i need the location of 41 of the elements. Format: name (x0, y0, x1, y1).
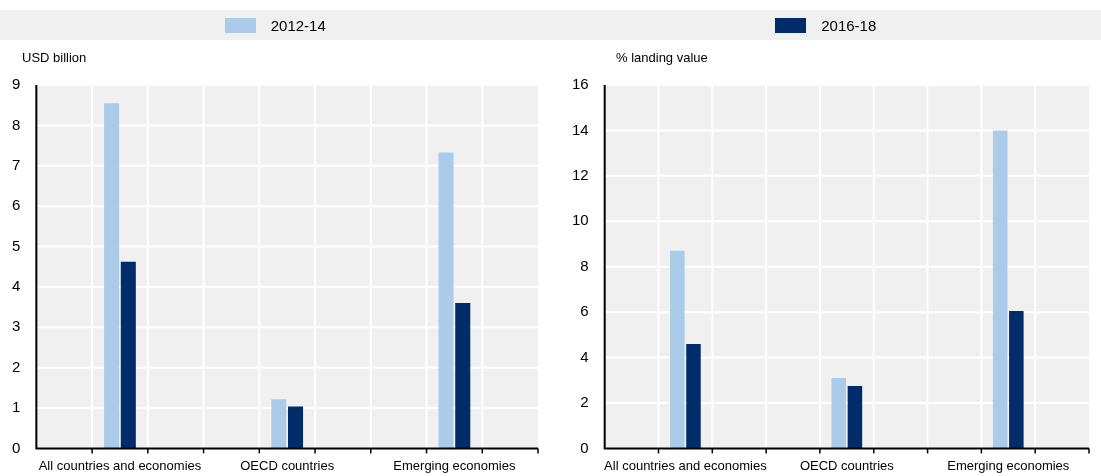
bar (288, 406, 304, 449)
y-tick-label: 9 (12, 75, 21, 93)
x-tick-label: All countries and economies (38, 457, 202, 473)
y-axis-title: % landing value (616, 50, 708, 65)
y-tick-label: 5 (12, 236, 21, 254)
y-tick-label: 6 (12, 196, 21, 214)
bar (438, 152, 454, 449)
bar (104, 103, 120, 449)
y-tick-label: 8 (12, 115, 21, 133)
x-tick-label: All countries and economies (604, 457, 768, 473)
bar (120, 261, 136, 449)
bar (686, 343, 701, 449)
y-tick-label: 14 (572, 120, 589, 138)
y-tick-label: 1 (12, 398, 21, 416)
bar (1009, 310, 1024, 449)
y-tick-label: 2 (12, 357, 21, 375)
x-tick-label: OECD countries (240, 457, 335, 473)
legend-label: 2012-14 (270, 16, 326, 34)
y-tick-label: 0 (12, 438, 21, 456)
x-tick-label: Emerging economies (393, 457, 516, 473)
bar (455, 303, 471, 449)
y-tick-label: 3 (12, 317, 21, 335)
bar (271, 399, 287, 449)
y-tick-label: 2 (580, 393, 589, 411)
bar (992, 130, 1008, 449)
bar (847, 385, 863, 449)
y-tick-label: 16 (572, 75, 589, 93)
x-tick-label: Emerging economies (947, 457, 1070, 473)
x-tick-label: OECD countries (799, 457, 895, 473)
y-tick-label: 10 (572, 211, 589, 229)
y-tick-label: 6 (580, 302, 589, 320)
y-tick-label: 8 (580, 256, 589, 274)
y-tick-label: 12 (572, 165, 589, 183)
y-tick-label: 4 (580, 347, 589, 365)
y-tick-label: 0 (580, 438, 589, 456)
y-tick-label: 7 (12, 155, 21, 173)
legend-label: 2016-18 (821, 16, 877, 34)
y-axis-title: USD billion (22, 50, 87, 65)
bar (670, 250, 685, 449)
bar (831, 377, 847, 449)
y-tick-label: 4 (12, 277, 21, 295)
